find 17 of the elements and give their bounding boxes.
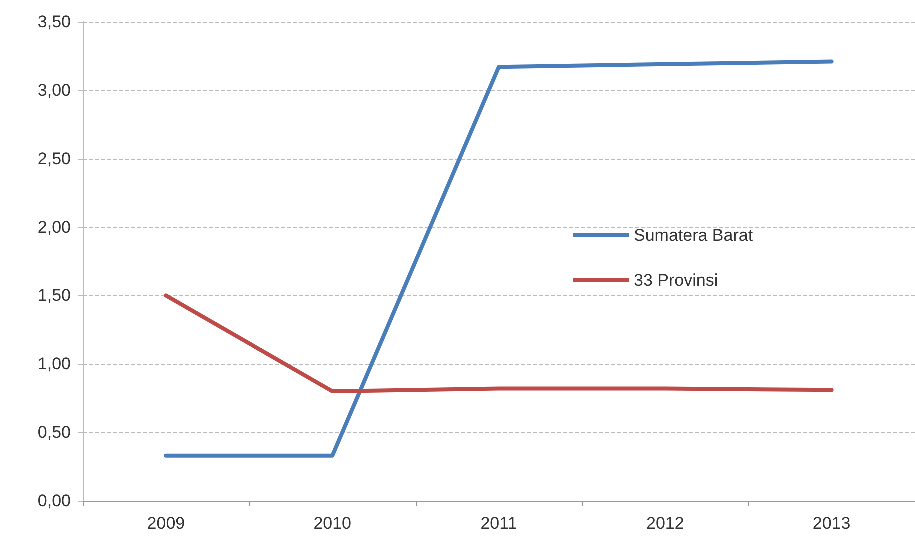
legend-label: Sumatera Barat: [634, 226, 754, 245]
y-tick-label: 1,50: [38, 286, 71, 306]
x-tick-label: 2009: [147, 514, 186, 533]
y-tick-label: 0,00: [38, 492, 71, 510]
x-tick-label: 2013: [812, 514, 851, 533]
line-series: [164, 60, 834, 458]
x-tick-label: 2010: [314, 514, 352, 533]
y-tick-label: 3,00: [38, 80, 71, 100]
y-tick-label: 2,50: [38, 149, 71, 168]
x-tick-label: 2011: [480, 514, 518, 533]
y-tick-label: 1,00: [38, 354, 71, 374]
y-tick-label: 3,50: [38, 12, 71, 32]
x-tick-label: 2012: [646, 514, 684, 533]
legend-label: 33 Provinsi: [634, 271, 718, 290]
line-series: [164, 294, 834, 394]
y-tick-label: 2,00: [38, 218, 71, 237]
y-tick-label: 0,50: [38, 423, 71, 442]
